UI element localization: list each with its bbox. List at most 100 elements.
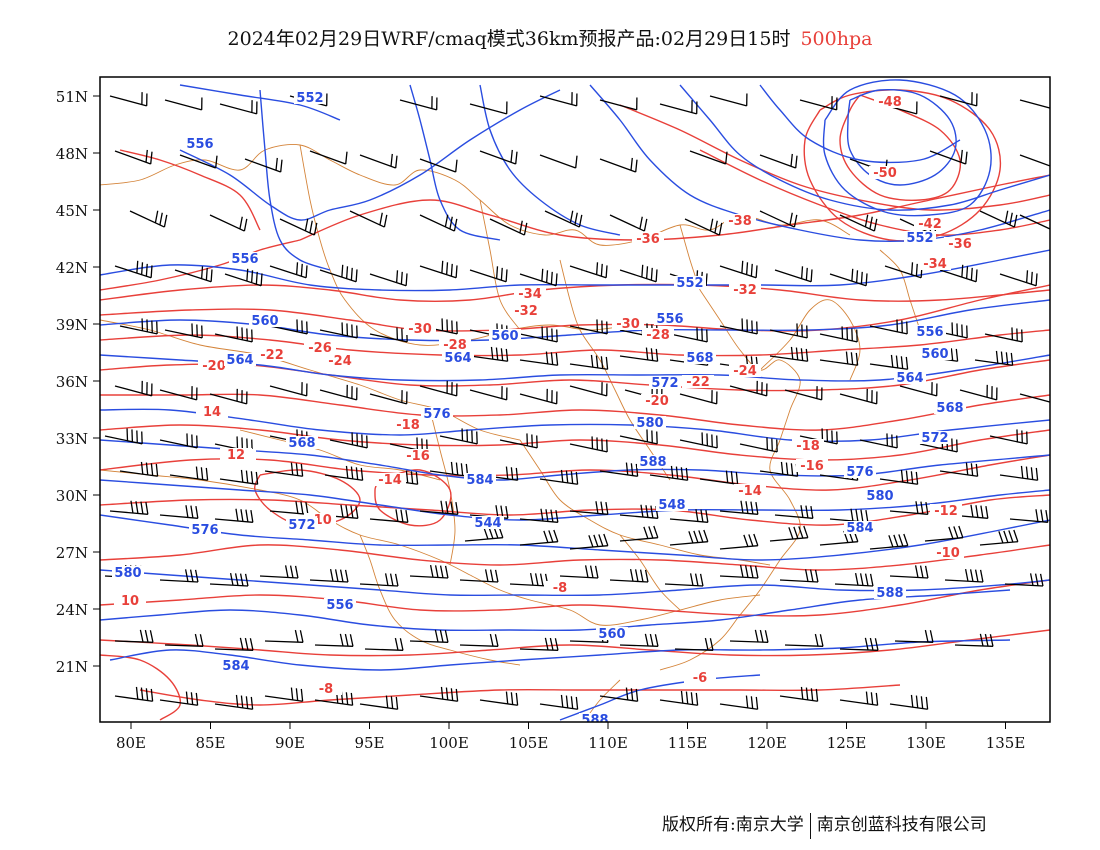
height-label-bg (874, 586, 906, 599)
wind-barb-icon (999, 270, 1038, 287)
wind-barb-icon (219, 469, 259, 485)
latitude-axis: 51N 48N 45N 42N 39N 36N 33N 30N 27N 24N 21N (56, 88, 100, 676)
wind-barb-icon (659, 100, 698, 115)
wind-barb-icon (369, 509, 409, 523)
lon-tick-label: 80E (116, 734, 146, 752)
wind-barb-icon (599, 157, 638, 173)
wind-barbs (104, 92, 1050, 710)
temperature-label: -34 (923, 257, 947, 272)
height-label: 584 (466, 473, 493, 488)
height-contour (100, 479, 1050, 521)
temperature-label-bg (729, 364, 761, 377)
map-layers: -36-34-32-30-28-26-24-22-20-18-16-14-12-… (100, 79, 1050, 722)
temperature-contour (100, 239, 301, 291)
temperature-contour (100, 579, 1050, 617)
wind-barb-icon (429, 461, 469, 477)
wind-barb-icon (499, 433, 538, 449)
wind-barb-icon (769, 323, 808, 339)
temperature-contour (100, 494, 1050, 526)
wind-barb-icon (544, 210, 583, 228)
wind-barb-icon (699, 470, 739, 485)
wind-barb-icon (159, 691, 199, 706)
border-line (479, 199, 521, 331)
wind-barb-icon (924, 525, 964, 542)
wind-barb-icon (349, 210, 388, 228)
height-label: 572 (651, 376, 678, 391)
wind-barb-icon (419, 380, 458, 397)
height-label: 572 (288, 518, 315, 533)
wind-barb-icon (619, 347, 659, 362)
wind-barb-icon (489, 218, 528, 236)
wind-barb-icon (959, 384, 998, 401)
wind-barb-icon (114, 380, 153, 397)
wind-barb-icon (839, 637, 879, 651)
wind-barb-icon (664, 573, 704, 587)
wind-barb-icon (114, 686, 154, 702)
wind-barb-icon (559, 565, 599, 579)
wind-barb-icon (569, 354, 609, 370)
wind-barb-icon (409, 564, 449, 579)
lat-tick-label: 48N (56, 145, 88, 163)
border-line (299, 144, 631, 346)
wind-barb-icon (519, 529, 559, 546)
temperature-label: -22 (686, 375, 710, 390)
wind-barb-icon (939, 92, 978, 107)
height-label: 572 (921, 431, 948, 446)
temperature-label: -30 (408, 322, 432, 337)
wind-barb-icon (869, 354, 909, 370)
temperature-contour (803, 89, 1002, 242)
wind-barb-icon (659, 690, 699, 706)
temperature-label: -38 (728, 214, 752, 229)
border-line (469, 574, 761, 626)
wind-barb-icon (214, 326, 253, 343)
wind-barb-icon (729, 629, 769, 643)
temperature-contour (299, 174, 1050, 241)
wind-barb-icon (1009, 509, 1049, 523)
wind-barb-icon (179, 154, 218, 169)
wind-barb-icon (839, 691, 879, 706)
wind-barb-icon (164, 97, 203, 111)
temperature-label: -26 (308, 341, 332, 356)
height-label-bg (904, 231, 936, 244)
wind-barb-icon (219, 100, 258, 115)
height-contour (100, 589, 1011, 632)
height-contour (100, 408, 1050, 442)
height-label-bg (442, 351, 474, 364)
temperature-contour (100, 544, 1050, 571)
temperature-label: 12 (227, 448, 245, 463)
temperature-label-bg (734, 484, 766, 497)
height-label: 552 (906, 231, 933, 246)
temperature-label-bg (198, 359, 230, 372)
lon-tick-label: 115E (668, 734, 708, 752)
temperature-label: -32 (514, 304, 538, 319)
wind-barb-icon (364, 637, 404, 651)
temperature-contour (100, 424, 1050, 461)
height-label: 564 (226, 353, 253, 368)
temperature-label-bg (914, 217, 946, 230)
wind-barb-icon (119, 318, 158, 335)
map-title: 2024年02月29日WRF/cmaq模式36km预报产品:02月29日15时 5… (0, 24, 1100, 51)
temperature-label: -8 (553, 581, 567, 596)
height-contour (259, 89, 331, 271)
wind-barb-icon (169, 466, 209, 481)
border-line (239, 429, 441, 481)
wind-barb-icon (129, 210, 168, 228)
lon-tick-label: 125E (827, 734, 867, 752)
temperature-label-bg (641, 394, 673, 407)
height-label: 564 (896, 371, 923, 386)
wind-barb-icon (519, 326, 558, 343)
wind-barb-icon (689, 150, 728, 165)
wind-barb-icon (729, 380, 768, 397)
wind-barb-icon (409, 629, 449, 643)
border-line (100, 319, 521, 441)
temperature-label: -50 (873, 166, 897, 181)
province-borders (100, 144, 921, 721)
temperature-contour (839, 94, 962, 201)
wind-barb-icon (209, 214, 248, 232)
wind-barb-icon (209, 572, 249, 587)
temperature-label-bg (919, 257, 951, 270)
temperature-label-bg (932, 546, 964, 559)
wind-barb-icon (684, 218, 723, 236)
temperature-label-bg (196, 405, 228, 418)
wind-barb-icon (319, 264, 358, 283)
